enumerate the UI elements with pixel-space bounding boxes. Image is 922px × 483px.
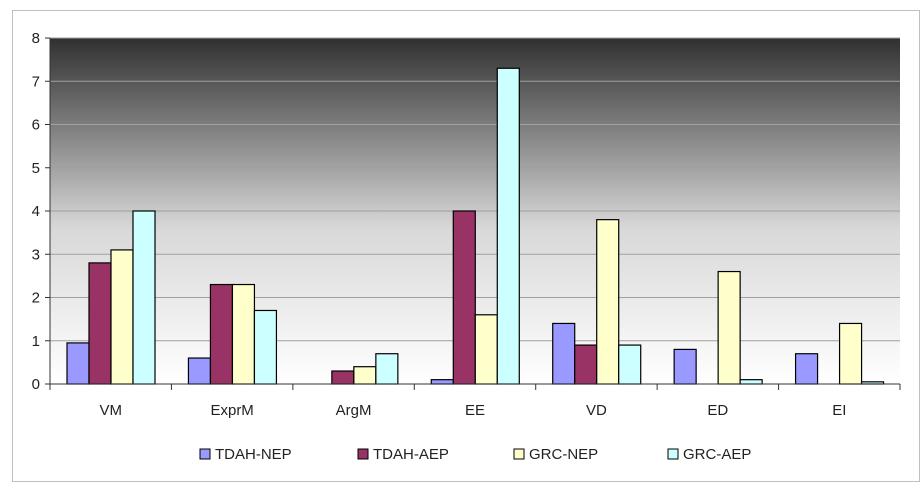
x-tick-label: EI xyxy=(832,402,846,419)
axes xyxy=(49,38,900,385)
bar-grc-aep-ed xyxy=(739,379,763,385)
x-tick-label: ExprM xyxy=(210,402,253,419)
y-tick-label: 3 xyxy=(32,246,40,263)
legend-item: GRC-NEP xyxy=(513,446,598,463)
x-tick-label: VD xyxy=(586,402,607,419)
bar-tdah-nep-ed xyxy=(673,348,697,385)
y-tick-label: 5 xyxy=(32,160,40,177)
bar-tdah-aep-exprm xyxy=(209,283,234,385)
bar-grc-nep-argm xyxy=(353,366,377,385)
legend-item: GRC-AEP xyxy=(667,446,751,463)
bar-tdah-nep-ei xyxy=(794,353,819,385)
bar-tdah-aep-vm xyxy=(88,262,112,385)
bar-grc-nep-ed xyxy=(717,270,741,385)
bar-tdah-nep-ee xyxy=(430,379,454,385)
x-tick-label: ED xyxy=(707,402,728,419)
y-tick-label: 1 xyxy=(32,333,40,350)
bar-grc-nep-exprm xyxy=(231,283,256,385)
y-tick-label: 4 xyxy=(32,203,40,220)
y-tick-label: 8 xyxy=(32,30,40,47)
legend-label: GRC-NEP xyxy=(529,446,598,463)
x-tick-label: VM xyxy=(99,402,122,419)
legend: TDAH-NEP TDAH-AEP GRC-NEP GRC-AEP xyxy=(199,446,751,463)
bar-tdah-aep-ee xyxy=(452,210,476,385)
bar-grc-nep-vm xyxy=(110,249,134,385)
y-tick-label: 6 xyxy=(32,117,40,134)
y-tick-label: 7 xyxy=(32,73,40,90)
bar-tdah-nep-vd xyxy=(552,322,576,385)
x-axis-ticks: VM ExprM ArgM EE VD ED EI xyxy=(49,384,901,419)
bar-grc-nep-ei xyxy=(838,322,863,385)
bar-tdah-aep-argm xyxy=(331,370,355,385)
x-tick-label: ArgM xyxy=(336,402,372,419)
bar-tdah-nep-vm xyxy=(66,342,90,385)
legend-item: TDAH-NEP xyxy=(199,446,292,463)
legend-label: TDAH-AEP xyxy=(373,446,449,463)
bar-tdah-aep-vd xyxy=(574,344,598,385)
bar-grc-aep-ee xyxy=(496,67,520,385)
bar-grc-aep-argm xyxy=(375,353,399,385)
legend-item: TDAH-AEP xyxy=(357,446,449,463)
y-tick-label: 0 xyxy=(32,376,40,393)
x-tick-label: EE xyxy=(465,402,485,419)
bar-grc-aep-vd xyxy=(618,344,642,385)
bar-grc-nep-vd xyxy=(596,219,620,385)
legend-swatch xyxy=(513,448,525,460)
bar-grc-nep-ee xyxy=(474,314,498,385)
bars xyxy=(66,67,885,385)
bar-grc-aep-exprm xyxy=(253,309,278,385)
legend-swatch xyxy=(667,448,679,460)
y-axis-ticks: 0 1 2 3 4 5 6 7 8 xyxy=(32,30,50,393)
bar-tdah-nep-exprm xyxy=(187,357,212,385)
legend-label: TDAH-NEP xyxy=(215,446,292,463)
legend-label: GRC-AEP xyxy=(683,446,751,463)
legend-swatch xyxy=(199,448,211,460)
bar-grc-aep-vm xyxy=(132,210,156,385)
legend-swatch xyxy=(357,448,369,460)
y-tick-label: 2 xyxy=(32,290,40,307)
